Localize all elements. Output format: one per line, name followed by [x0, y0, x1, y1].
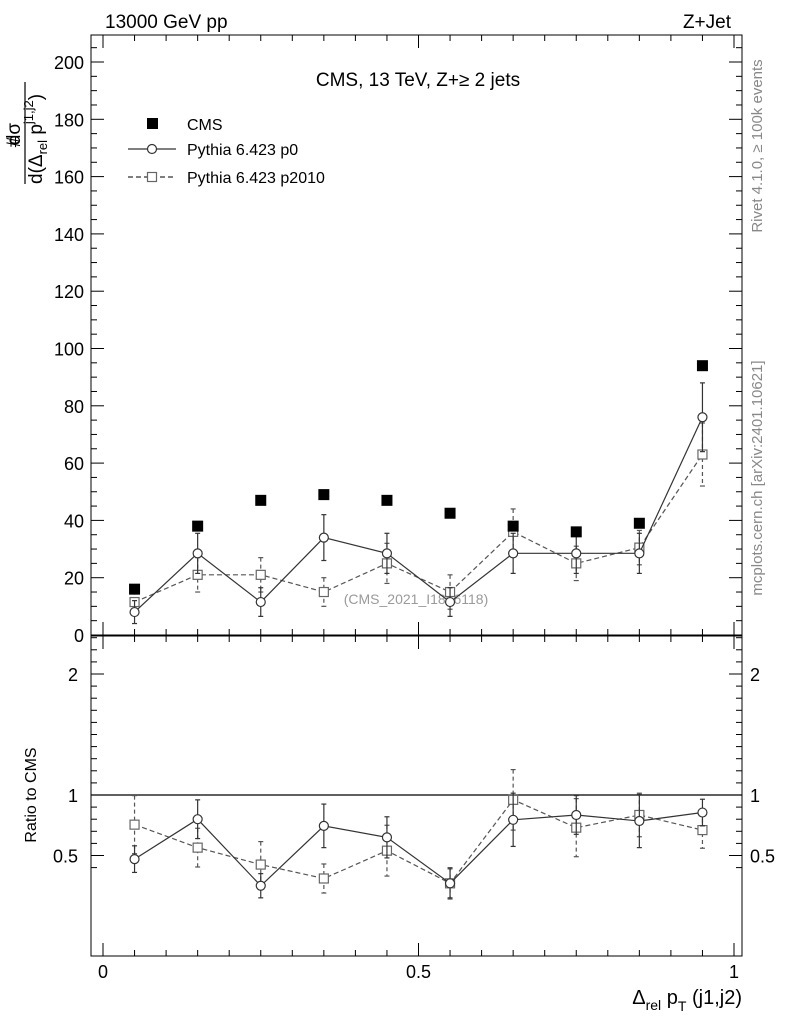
ratio-p0-point	[255, 880, 266, 891]
main-cms-point	[129, 583, 141, 595]
main-y-tick-label: 60	[64, 454, 84, 474]
main-cms-point	[444, 507, 456, 519]
main-y-tick-label: 40	[64, 511, 84, 531]
ratio-p2010-point	[697, 824, 708, 836]
main-y-tick-label: 200	[54, 53, 84, 73]
header-energy-label: 13000 GeV pp	[105, 12, 228, 33]
main-y-tick-label: 0	[74, 626, 84, 646]
legend-marker-cms	[147, 118, 158, 129]
ratio-p2010-point	[129, 819, 140, 830]
analysis-watermark: (CMS_2021_I1866118)	[344, 591, 489, 607]
x-axis-label: Δrel pT (j1,j2)	[632, 987, 742, 1014]
main-panel-frame	[90, 34, 743, 636]
main-y-tick-label: 100	[54, 340, 84, 360]
main-y-label-p: p	[26, 124, 47, 140]
main-p0-point	[697, 412, 708, 423]
legend-marker-p0	[146, 143, 158, 155]
x-label-delta: Δ	[632, 987, 645, 1009]
ratio-p2010-point	[318, 873, 329, 884]
x-tick-label: 1	[729, 962, 739, 982]
legend: CMS Pythia 6.423 p0 Pythia 6.423 p2010	[128, 117, 325, 187]
ratio-y-tick-label-left: 0.5	[53, 847, 78, 867]
ratio-p0-point	[381, 832, 393, 843]
main-p2010-point	[318, 586, 329, 598]
legend-label-p0: Pythia 6.423 p0	[187, 142, 298, 159]
main-p2010-line	[134, 454, 703, 603]
ratio-y-tick-label-left: 2	[68, 665, 78, 685]
ratio-p0-point	[192, 814, 203, 825]
ratio-p0-point	[129, 854, 140, 865]
mcplots-source-label: mcplots.cern.ch [arXiv:2401.10621]	[749, 360, 766, 595]
main-cms-point	[570, 526, 582, 538]
ratio-p0-point	[697, 807, 708, 818]
x-label-p: p	[661, 987, 678, 1009]
main-y-label-d: d(Δ	[26, 154, 47, 184]
main-y-tick-label: 120	[54, 282, 84, 302]
ratio-series-layer	[129, 768, 708, 900]
ratio-y-tick-label-right: 1	[750, 786, 760, 806]
x-label-j1j2: (j1,j2)	[686, 987, 742, 1009]
main-cms-point	[507, 520, 519, 532]
header-process-label: Z+Jet	[683, 12, 732, 33]
ratio-panel-frame	[90, 635, 743, 957]
main-y-label-j1j2: j1,j2	[21, 100, 36, 125]
main-series-layer	[129, 360, 708, 625]
ratio-p2010-point	[255, 859, 266, 870]
main-cms-point	[255, 494, 267, 506]
main-p0-point	[571, 548, 582, 559]
ratio-y-axis-label: Ratio to CMS	[23, 747, 40, 842]
main-y-label-rel: rel	[35, 140, 50, 155]
main-p0-point	[381, 548, 393, 559]
main-y-tick-label: 180	[54, 110, 84, 130]
main-y-label-hash: #	[4, 136, 25, 147]
ratio-p0-line	[134, 811, 703, 887]
legend-label-cms: CMS	[187, 117, 223, 134]
main-cms-point	[633, 517, 645, 529]
main-axis-ticks: 0 20 40 60 80 100 120 140 160 180 200	[54, 35, 742, 646]
main-cms-point	[318, 489, 330, 501]
main-y-tick-label: 20	[64, 569, 84, 589]
ratio-p0-point	[571, 809, 582, 821]
ratio-p2010-point	[192, 842, 203, 853]
main-p0-point	[634, 548, 645, 559]
x-label-rel: rel	[646, 997, 662, 1013]
ratio-axis-ticks: 0.5 0.5 1 1 2 2 0 0.5 1	[53, 636, 775, 982]
main-p0-point	[508, 548, 519, 559]
x-tick-label: 0.5	[406, 962, 431, 982]
main-y-label-dsigma: dσ	[4, 123, 25, 146]
main-y-tick-label: 140	[54, 225, 84, 245]
ratio-p2010-line	[134, 799, 703, 885]
ratio-p0-point	[508, 814, 519, 825]
legend-label-p2010: Pythia 6.423 p2010	[187, 170, 325, 187]
ratio-y-tick-label-right: 0.5	[750, 847, 775, 867]
ratio-p0-point	[444, 878, 456, 889]
main-y-tick-label: 160	[54, 168, 84, 188]
x-label-T: T	[678, 998, 687, 1014]
main-p0-point	[444, 596, 456, 608]
x-tick-label: 0	[98, 962, 108, 982]
ratio-p0-point	[318, 820, 329, 831]
main-cms-point	[696, 360, 708, 372]
main-p0-point	[255, 596, 266, 608]
rivet-version-label: Rivet 4.1.0, ≥ 100k events	[749, 59, 766, 232]
main-y-label-close: )	[26, 94, 47, 100]
main-cms-point	[192, 520, 204, 532]
main-p0-line	[134, 417, 703, 613]
ratio-y-tick-label-right: 2	[750, 665, 760, 685]
main-p0-point	[129, 606, 140, 618]
ratio-p0-point	[634, 815, 645, 827]
plot-title: CMS, 13 TeV, Z+≥ 2 jets	[316, 70, 520, 91]
main-y-tick-label: 80	[64, 397, 84, 417]
main-p2010-point	[255, 569, 266, 580]
main-cms-point	[381, 494, 393, 506]
ratio-y-tick-label-left: 1	[68, 786, 78, 806]
main-p0-point	[192, 548, 203, 559]
main-y-axis-label: # dσ d(Δrel pj1,j2) dσ	[4, 82, 50, 184]
legend-marker-p2010	[146, 171, 158, 183]
main-p0-point	[318, 532, 329, 543]
